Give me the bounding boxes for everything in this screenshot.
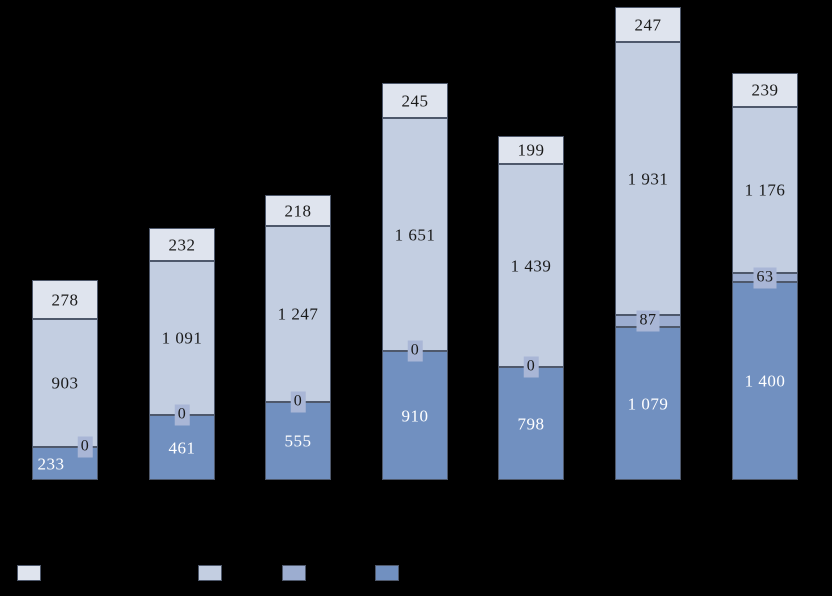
bar-5-series-1-bottom-value-label: 798	[517, 414, 545, 433]
bar-1-series-4-top-value-label: 278	[51, 290, 79, 309]
bar-3-series-4-top-value-label: 218	[284, 201, 312, 220]
legend-swatch-4	[375, 565, 399, 581]
bar-5-series-2-thin-value-label: 0	[523, 356, 539, 378]
bar-2-series-4-top-segment	[149, 228, 215, 261]
bar-2-series-2-thin-value-label: 0	[174, 404, 190, 426]
bar-5-series-1-bottom-segment	[498, 367, 564, 480]
bar-4-series-1-bottom-segment	[382, 351, 448, 480]
bar-2-series-3-light-segment	[149, 261, 215, 415]
legend-swatch-3	[282, 565, 306, 581]
bar-4-series-2-thin-value-label: 0	[407, 340, 423, 362]
legend-swatch-2	[198, 565, 222, 581]
bar-4-series-1-bottom-value-label: 910	[401, 406, 429, 425]
bar-7-series-3-light-segment	[732, 107, 798, 273]
bar-7-series-3-light-value-label: 1 176	[744, 180, 786, 200]
bar-1-series-1-bottom-value-label: 233	[37, 454, 65, 473]
bar-5-series-4-top-segment	[498, 136, 564, 164]
bar-3-series-3-light-value-label: 1 247	[277, 304, 319, 324]
bar-3-series-4-top-segment	[265, 195, 331, 226]
bar-4-series-4-top-value-label: 245	[401, 91, 429, 110]
bar-1-series-3-light-value-label: 903	[51, 373, 79, 393]
bar-6-series-1-bottom-value-label: 1 079	[627, 394, 669, 413]
bar-7-series-2-thin-value-label: 63	[753, 267, 777, 288]
bar-5-series-4-top-value-label: 199	[517, 140, 545, 160]
bar-6-series-2-thin-value-label: 87	[636, 310, 660, 332]
bar-2-series-3-light-value-label: 1 091	[161, 328, 203, 348]
bar-3-series-2-thin-value-label: 0	[290, 391, 306, 413]
legend-swatch-1	[17, 565, 41, 581]
bar-6-series-3-light-value-label: 1 931	[627, 169, 669, 188]
bar-7-series-1-bottom-segment	[732, 282, 798, 480]
bar-4-series-3-light-segment	[382, 118, 448, 351]
bar-7-series-1-bottom-value-label: 1 400	[744, 371, 786, 391]
bar-1-series-2-thin-value-label: 0	[77, 436, 93, 458]
bar-5-series-3-light-value-label: 1 439	[510, 256, 552, 275]
bar-1-series-3-light-segment	[32, 319, 98, 447]
bar-3-series-3-light-segment	[265, 226, 331, 402]
bar-7-series-4-top-value-label: 239	[751, 80, 779, 100]
bar-4-series-3-light-value-label: 1 651	[394, 225, 436, 244]
bar-4-series-4-top-segment	[382, 83, 448, 118]
bar-2-series-4-top-value-label: 232	[168, 235, 196, 254]
bar-3-series-1-bottom-value-label: 555	[284, 431, 312, 451]
bar-7-series-4-top-segment	[732, 73, 798, 107]
bar-1-series-4-top-segment	[32, 280, 98, 319]
bar-2-series-1-bottom-segment	[149, 415, 215, 480]
bar-3-series-1-bottom-segment	[265, 402, 331, 480]
bar-6-series-4-top-segment	[615, 7, 681, 42]
bar-2-series-1-bottom-value-label: 461	[168, 438, 196, 457]
bar-6-series-4-top-value-label: 247	[634, 15, 662, 34]
bar-6-series-3-light-segment	[615, 42, 681, 315]
